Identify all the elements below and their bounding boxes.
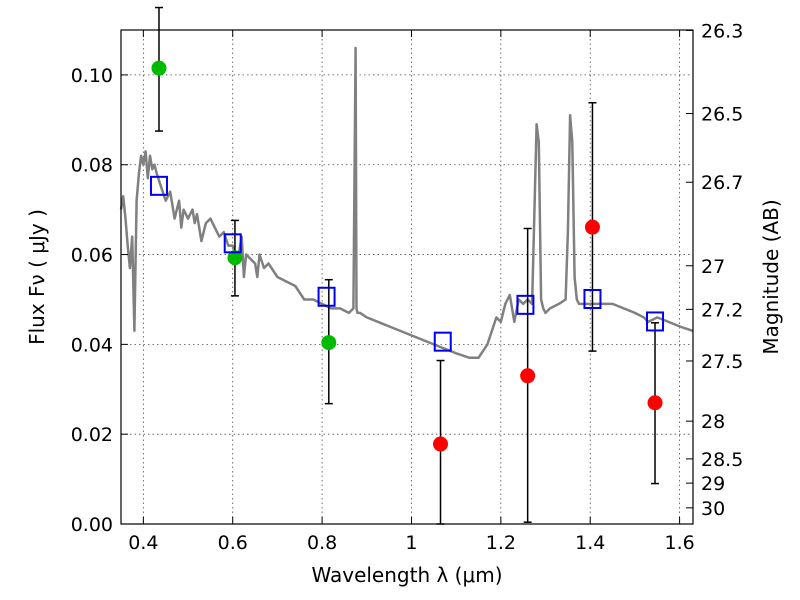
- error-bars: [154, 6, 660, 525]
- non-detections-point: [584, 219, 600, 235]
- detections-point: [227, 250, 243, 266]
- model-photometry-square: [223, 233, 242, 254]
- x-axis-ticks: 0.4 0.6 0.8 1 1.2 1.4 1.6: [128, 30, 695, 554]
- non-detections-point: [647, 395, 663, 411]
- y2-tick-label: 27.2: [701, 299, 743, 321]
- model-spectrum-line: [119, 46, 694, 360]
- y-axis-ticks: 0.00 0.02 0.04 0.06 0.08 0.10: [71, 65, 128, 536]
- x-tick-label: 1.4: [575, 532, 605, 554]
- y-tick-label: 0.08: [71, 155, 113, 177]
- x-tick-label: 0.4: [128, 532, 158, 554]
- x-tick-label: 1.2: [486, 532, 516, 554]
- model-photometry-square: [149, 175, 168, 196]
- y-tick-label: 0.04: [71, 334, 113, 356]
- y2-axis-ticks: 26.3 26.5 26.7 27 27.2 27.5 28 28.529 30: [686, 20, 743, 520]
- x-tick-label: 1.6: [664, 532, 694, 554]
- y2-tick-label: 29: [701, 473, 725, 495]
- detections-point: [151, 60, 167, 76]
- x-tick-label: 0.8: [307, 532, 337, 554]
- y2-tick-label: 28.5: [701, 449, 743, 471]
- model-photometry-square: [433, 331, 452, 352]
- y-axis-label: Flux Fν ( μJy ): [25, 209, 49, 345]
- data-markers: [149, 60, 665, 452]
- model-photometry-square: [516, 294, 535, 315]
- y2-axis-label: Magnitude (AB): [759, 199, 783, 354]
- y2-tick-label: 26.3: [701, 20, 743, 42]
- non-detections-point: [520, 368, 536, 384]
- y-tick-label: 0.00: [71, 514, 113, 536]
- y-tick-label: 0.02: [71, 424, 113, 446]
- non-detections-point: [433, 436, 449, 452]
- y-tick-label: 0.06: [71, 245, 113, 267]
- model-photometry-square: [583, 289, 602, 310]
- y2-tick-label: 30: [701, 498, 725, 520]
- y2-tick-label: 26.5: [701, 104, 743, 126]
- model-photometry-square: [646, 311, 665, 332]
- detections-point: [321, 335, 337, 351]
- spectrum-layer: [119, 46, 694, 360]
- x-tick-label: 1: [405, 532, 417, 554]
- y2-tick-label: 28: [701, 411, 725, 433]
- y2-tick-label: 27: [701, 256, 725, 278]
- x-tick-label: 0.6: [218, 532, 248, 554]
- y-tick-label: 0.10: [71, 65, 113, 87]
- plot-frame: [120, 29, 694, 525]
- y2-tick-label: 27.5: [701, 351, 743, 373]
- y2-tick-label: 26.7: [701, 172, 743, 194]
- model-photometry-square: [317, 286, 336, 307]
- grid: [121, 30, 693, 525]
- x-axis-label: Wavelength λ (μm): [311, 563, 502, 587]
